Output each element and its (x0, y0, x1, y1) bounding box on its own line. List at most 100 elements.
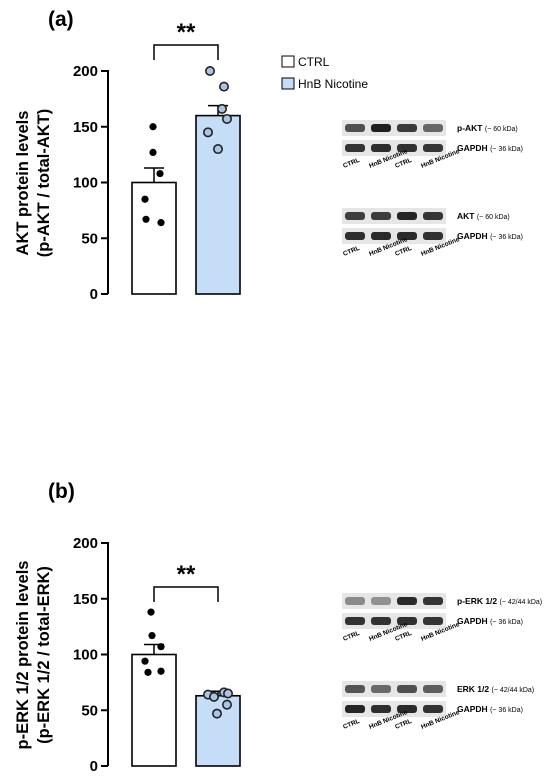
blot-band (423, 212, 443, 220)
blot-band (423, 144, 443, 152)
panel-a-blot-1: AKT (~ 60 kDa)GAPDH (~ 36 kDa)CTRL HnB Ni… (342, 208, 523, 258)
panel-b-blot-1: ERK 1/2 (~ 42/44 kDa) GAPDH (~ 36 kDa) CTR… (342, 681, 534, 731)
blot-row-label: GAPDH (~ 36 kDa) (457, 143, 523, 153)
blot-band (345, 232, 365, 240)
blot-band (423, 685, 443, 693)
blot-band (397, 232, 417, 240)
panel-b-point-ctrl-2 (157, 643, 165, 651)
panel-b-point-hnb-1 (223, 688, 234, 699)
blot-band (423, 705, 443, 713)
blot-band (371, 617, 391, 625)
panel-b-point-hnb-5 (212, 708, 223, 719)
panel-a-ytick-label-0: 0 (90, 286, 98, 303)
legend-label-ctrl: CTRL (298, 55, 330, 69)
panel-a-ytick-label-200: 200 (73, 63, 98, 80)
panel-b-significance-stars: ** (177, 561, 196, 588)
blot-band (345, 705, 365, 713)
blot-band (345, 144, 365, 152)
panel-a-ylabel-line1: AKT protein levels (14, 111, 32, 256)
panel-a-ytick-label-50: 50 (81, 230, 98, 247)
blot-band (397, 597, 417, 605)
panel-b-point-ctrl-0 (147, 608, 155, 616)
blot-band (345, 597, 365, 605)
blot-membrane (342, 681, 446, 697)
blot-band (371, 705, 391, 713)
legend-swatch-hnb (281, 77, 295, 90)
panel-a-bar-0 (131, 181, 177, 295)
panel-b-ytick-label-100: 100 (73, 647, 98, 664)
panel-a-point-ctrl-4 (142, 215, 150, 223)
panel-a-point-ctrl-3 (141, 195, 149, 203)
panel-a-ytick-label-100: 100 (73, 175, 98, 192)
panel-a-point-ctrl-5 (157, 219, 165, 227)
blot-membrane (342, 613, 446, 629)
blot-row-label: p-AKT (~ 60 kDa) (457, 123, 518, 133)
panel-b-ytick-label-200: 200 (73, 535, 98, 552)
blot-band (397, 144, 417, 152)
panel-b-point-ctrl-3 (141, 657, 149, 665)
panel-a-ylabel-line2: (p-AKT / total-AKT) (35, 109, 53, 257)
blot-band (345, 212, 365, 220)
legend: CTRL HnB Nicotine (281, 55, 368, 91)
blot-lane-label: CTRL (342, 630, 361, 643)
panel-b-point-ctrl-5 (144, 668, 152, 676)
panel-b-ylabel-line2: (p-ERK 1/2 / total-ERK) (35, 566, 53, 744)
panel-a-bar-1 (195, 114, 241, 295)
panel-a-point-hnb-0 (205, 66, 216, 77)
panel-a: (a) AKT protein levels (p-AKT / total-AK… (14, 8, 241, 303)
panel-a-point-ctrl-0 (149, 123, 157, 131)
panel-a-blot-0: p-AKT (~ 60 kDa)GAPDH (~ 36 kDa)CTRL HnB … (342, 120, 523, 170)
panel-b-bar-0 (131, 653, 177, 767)
blot-row-label: GAPDH (~ 36 kDa) (457, 616, 523, 626)
panel-b-point-hnb-3 (209, 691, 220, 702)
panel-b-significance-bracket (153, 586, 219, 602)
blot-membrane (342, 593, 446, 609)
panel-b-ytick-label-50: 50 (81, 702, 98, 719)
blot-band (371, 212, 391, 220)
panel-b-ytick-label-150: 150 (73, 591, 98, 608)
blot-band (397, 617, 417, 625)
panel-a-point-hnb-5 (213, 144, 224, 155)
panel-b-blot-0: p-ERK 1/2 (~ 42/44 kDa) GAPDH (~ 36 kDa) C… (342, 593, 542, 643)
panel-b: (b) p-ERK 1/2 protein levels (p-ERK 1/2 … (14, 480, 241, 775)
panel-b-ylabel-line1: p-ERK 1/2 protein levels (14, 561, 32, 750)
blot-lane-label: CTRL (342, 718, 361, 731)
panel-a-ytick-label-150: 150 (73, 119, 98, 136)
blot-membrane (342, 208, 446, 224)
panel-a-point-hnb-2 (217, 103, 228, 114)
panel-b-label: (b) (48, 480, 75, 503)
blot-band (423, 617, 443, 625)
blot-row-label: AKT (~ 60 kDa) (457, 211, 510, 221)
panel-a-point-ctrl-1 (149, 148, 157, 156)
blot-band (371, 144, 391, 152)
legend-swatch-ctrl (281, 55, 295, 68)
legend-label-hnb: HnB Nicotine (298, 77, 368, 91)
blot-row-label: p-ERK 1/2 (~ 42/44 kDa) (457, 596, 542, 606)
panel-a-significance-stars: ** (177, 19, 196, 46)
panel-a-point-hnb-4 (203, 127, 214, 138)
blot-band (397, 124, 417, 132)
blot-lane-label: CTRL (342, 157, 361, 170)
blot-membrane (342, 120, 446, 136)
panel-a-label: (a) (48, 8, 74, 31)
blot-band (345, 685, 365, 693)
blot-band (423, 597, 443, 605)
blot-band (345, 617, 365, 625)
western-blots: p-AKT (~ 60 kDa)GAPDH (~ 36 kDa)CTRL HnB … (342, 120, 542, 731)
panel-a-significance-bracket (153, 44, 219, 60)
blot-membrane (342, 701, 446, 717)
blot-band (397, 212, 417, 220)
panel-b-point-ctrl-4 (157, 667, 165, 675)
blot-band (371, 124, 391, 132)
panel-b-point-hnb-4 (222, 699, 233, 710)
blot-band (397, 705, 417, 713)
blot-band (371, 597, 391, 605)
blot-band (345, 124, 365, 132)
blot-band (371, 232, 391, 240)
blot-band (397, 685, 417, 693)
panel-b-point-ctrl-1 (148, 631, 156, 640)
blot-row-label: GAPDH (~ 36 kDa) (457, 231, 523, 241)
panel-a-point-hnb-1 (219, 81, 230, 92)
blot-row-label: ERK 1/2 (~ 42/44 kDa) (457, 684, 534, 694)
